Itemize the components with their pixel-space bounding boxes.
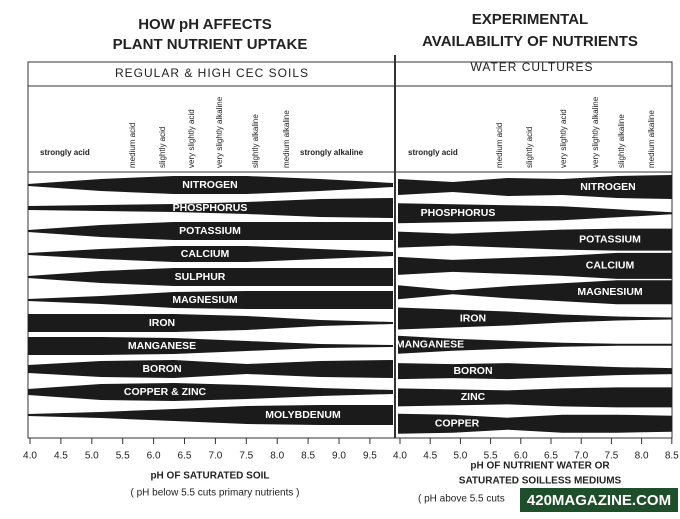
nutrient-band (398, 413, 672, 434)
nutrient-label: MANGANESE (128, 340, 196, 352)
title-line: AVAILABILITY OF NUTRIENTS (422, 33, 638, 50)
zone-label: very slightly acid (559, 109, 568, 168)
nutrient-band (28, 291, 393, 309)
nutrient-label: SULPHUR (175, 271, 226, 283)
axis-label: pH OF NUTRIENT WATER OR (470, 461, 610, 472)
tick-label: 8.0 (270, 451, 284, 462)
tick-label: 4.5 (423, 451, 437, 462)
axis-label: pH OF SATURATED SOIL (150, 471, 269, 482)
zone-label: slightly alkaline (617, 114, 626, 168)
nutrient-band (28, 246, 393, 262)
zone-label: strongly acid (40, 148, 90, 157)
zone-label: medium acid (128, 123, 137, 168)
zone-label: very slightly alkaline (215, 96, 224, 168)
zone-label: slightly acid (525, 127, 534, 168)
nutrient-label: MOLYBDENUM (265, 409, 341, 421)
nutrient-label: MAGNESIUM (172, 294, 238, 306)
nutrient-band (28, 337, 393, 355)
title-line: EXPERIMENTAL (472, 11, 588, 28)
tick-label: 4.0 (23, 451, 37, 462)
tick-label: 5.5 (116, 451, 130, 462)
header: REGULAR & HIGH CEC SOILS (115, 66, 309, 80)
nutrient-band (28, 176, 393, 194)
nutrient-label: CALCIUM (181, 248, 230, 260)
tick-label: 8.5 (665, 451, 679, 462)
watermark-box (520, 488, 678, 512)
tick-label: 9.5 (363, 451, 377, 462)
nutrient-band (28, 383, 393, 401)
tick-label: 7.0 (574, 451, 588, 462)
zone-label: very slightly alkaline (591, 96, 600, 168)
tick-label: 5.0 (85, 451, 99, 462)
nutrient-label: MAGNESIUM (577, 286, 643, 298)
nutrient-band (398, 175, 672, 199)
header: WATER CULTURES (470, 60, 593, 74)
tick-label: 6.0 (514, 451, 528, 462)
nutrient-band (398, 307, 672, 330)
title-line: PLANT NUTRIENT UPTAKE (113, 36, 308, 53)
tick-label: 6.5 (178, 451, 192, 462)
tick-label: 5.0 (453, 451, 467, 462)
nutrient-band (28, 198, 393, 218)
nutrient-band (28, 222, 393, 240)
nutrient-label: POTASSIUM (179, 225, 241, 237)
nutrient-band (28, 405, 393, 425)
tick-label: 7.0 (208, 451, 222, 462)
zone-label: very slightly acid (187, 109, 196, 168)
zone-label: slightly acid (158, 127, 167, 168)
nutrient-label: CALCIUM (586, 260, 635, 272)
tick-label: 5.5 (484, 451, 498, 462)
nutrient-band (398, 363, 672, 380)
nutrient-band (28, 314, 393, 332)
note: ( pH below 5.5 cuts primary nutrients ) (131, 488, 300, 499)
nutrient-label: BORON (142, 363, 181, 375)
title-line: HOW pH AFFECTS (138, 16, 272, 33)
nutrient-label: COPPER & ZINC (124, 386, 207, 398)
nutrient-label: NITROGEN (182, 179, 237, 191)
tick-label: 7.5 (239, 451, 253, 462)
nutrient-band (398, 387, 672, 408)
zone-label: medium acid (495, 123, 504, 168)
tick-label: 4.5 (54, 451, 68, 462)
nutrient-band (398, 252, 672, 279)
zone-label: medium alkaline (282, 110, 291, 168)
zone-label: strongly alkaline (300, 148, 364, 157)
nutrient-label: COPPER (435, 417, 480, 429)
nutrient-band (398, 228, 672, 251)
nutrient-label: ZINC (461, 391, 486, 403)
note: ( pH above 5.5 cuts (418, 494, 505, 505)
nutrient-label: POTASSIUM (579, 233, 641, 245)
nutrient-label: IRON (460, 312, 486, 324)
tick-label: 6.0 (147, 451, 161, 462)
nutrient-label: MANGANESE (396, 339, 464, 351)
nutrient-band (398, 335, 672, 354)
nutrient-band (398, 280, 672, 305)
watermark: 420MAGAZINE.COM (527, 492, 671, 509)
nutrient-band (28, 360, 393, 378)
nutrient-label: NITROGEN (580, 181, 635, 193)
zone-label: strongly acid (408, 148, 458, 157)
nutrient-label: BORON (453, 365, 492, 377)
tick-label: 9.0 (332, 451, 346, 462)
nutrient-band (398, 203, 672, 224)
nutrient-label: IRON (149, 317, 175, 329)
tick-label: 8.0 (635, 451, 649, 462)
axis-label: SATURATED SOILLESS MEDIUMS (459, 476, 622, 487)
tick-label: 6.5 (544, 451, 558, 462)
zone-label: medium alkaline (647, 110, 656, 168)
tick-label: 8.5 (301, 451, 315, 462)
tick-label: 4.0 (393, 451, 407, 462)
nutrient-label: PHOSPHORUS (173, 202, 248, 214)
tick-label: 7.5 (604, 451, 618, 462)
nutrient-label: PHOSPHORUS (421, 207, 496, 219)
zone-label: slightly alkaline (251, 114, 260, 168)
nutrient-band (28, 268, 393, 286)
